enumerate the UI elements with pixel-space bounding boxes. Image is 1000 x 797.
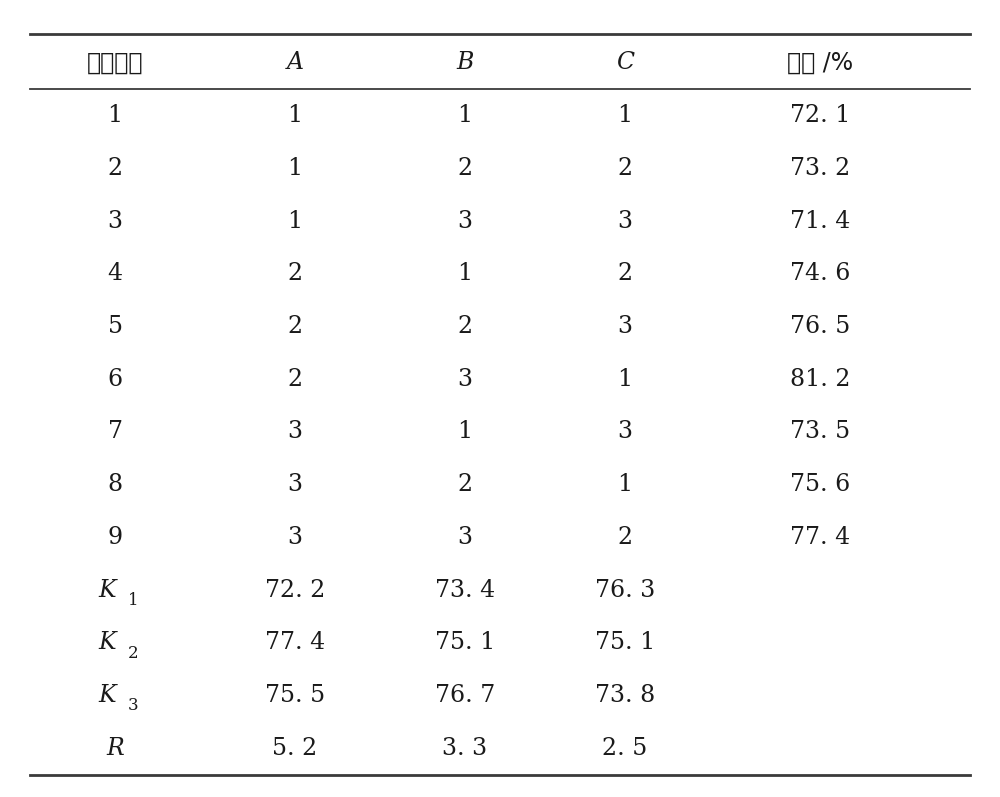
Text: 3: 3 [458,367,473,391]
Text: 1: 1 [128,592,138,609]
Text: 73. 4: 73. 4 [435,579,495,602]
Text: 3: 3 [458,210,473,233]
Text: 6: 6 [107,367,123,391]
Text: 77. 4: 77. 4 [790,526,850,549]
Text: 76. 3: 76. 3 [595,579,655,602]
Text: 3: 3 [618,421,633,443]
Text: 1: 1 [457,104,473,128]
Text: 1: 1 [617,367,633,391]
Text: 2: 2 [457,473,473,497]
Text: 7: 7 [108,421,122,443]
Text: 2: 2 [287,262,303,285]
Text: 3: 3 [288,473,302,497]
Text: 1: 1 [287,210,303,233]
Text: 2: 2 [457,315,473,338]
Text: 2: 2 [617,157,633,180]
Text: C: C [616,52,634,74]
Text: 1: 1 [457,421,473,443]
Text: 3: 3 [108,210,122,233]
Text: 2: 2 [107,157,123,180]
Text: 1: 1 [457,262,473,285]
Text: 9: 9 [107,526,123,549]
Text: 1: 1 [617,104,633,128]
Text: 2: 2 [617,262,633,285]
Text: 2: 2 [287,367,303,391]
Text: B: B [456,52,474,74]
Text: 3. 3: 3. 3 [442,736,488,760]
Text: 2: 2 [617,526,633,549]
Text: 71. 4: 71. 4 [790,210,850,233]
Text: 3: 3 [618,315,633,338]
Text: 75. 1: 75. 1 [595,631,655,654]
Text: 77. 4: 77. 4 [265,631,325,654]
Text: 75. 5: 75. 5 [265,684,325,707]
Text: 1: 1 [617,473,633,497]
Text: 4: 4 [107,262,123,285]
Text: 75. 6: 75. 6 [790,473,850,497]
Text: 76. 5: 76. 5 [790,315,850,338]
Text: 74. 6: 74. 6 [790,262,850,285]
Text: 3: 3 [288,526,302,549]
Text: 81. 2: 81. 2 [790,367,850,391]
Text: 73. 5: 73. 5 [790,421,850,443]
Text: 3: 3 [618,210,633,233]
Text: 5. 2: 5. 2 [272,736,318,760]
Text: 75. 1: 75. 1 [435,631,495,654]
Text: 收率 /%: 收率 /% [787,51,853,75]
Text: 2: 2 [287,315,303,338]
Text: K: K [98,631,116,654]
Text: K: K [98,684,116,707]
Text: R: R [106,736,124,760]
Text: 73. 8: 73. 8 [595,684,655,707]
Text: 72. 2: 72. 2 [265,579,325,602]
Text: 1: 1 [287,104,303,128]
Text: 8: 8 [107,473,123,497]
Text: 2: 2 [457,157,473,180]
Text: A: A [287,52,304,74]
Text: 1: 1 [107,104,123,128]
Text: 2: 2 [128,645,138,662]
Text: 72. 1: 72. 1 [790,104,850,128]
Text: K: K [98,579,116,602]
Text: 3: 3 [128,697,138,714]
Text: 5: 5 [108,315,122,338]
Text: 1: 1 [287,157,303,180]
Text: 73. 2: 73. 2 [790,157,850,180]
Text: 2. 5: 2. 5 [602,736,648,760]
Text: 3: 3 [458,526,473,549]
Text: 76. 7: 76. 7 [435,684,495,707]
Text: 实验编号: 实验编号 [87,51,143,75]
Text: 3: 3 [288,421,302,443]
